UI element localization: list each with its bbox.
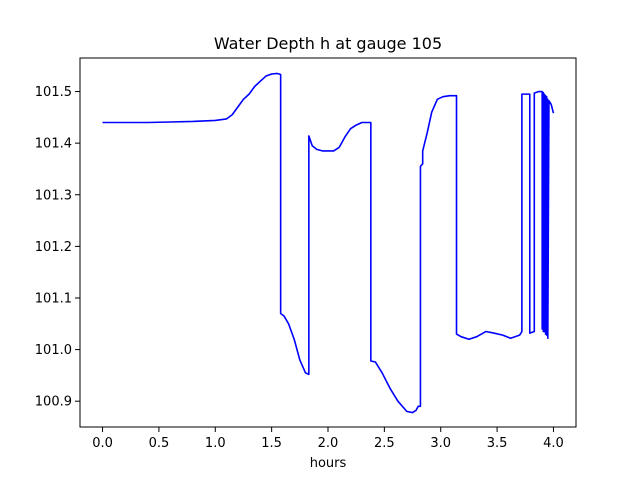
x-tick-label: 2.0 bbox=[318, 436, 339, 451]
y-tick-label: 101.2 bbox=[35, 240, 72, 255]
x-tick-label: 3.0 bbox=[430, 436, 451, 451]
x-tick-label: 2.5 bbox=[374, 436, 395, 451]
x-tick-label: 0.5 bbox=[149, 436, 170, 451]
x-tick-label: 1.5 bbox=[261, 436, 282, 451]
y-tick-label: 101.5 bbox=[35, 85, 72, 100]
y-tick-label: 100.9 bbox=[35, 395, 72, 410]
x-tick-label: 0.0 bbox=[92, 436, 113, 451]
x-tick-label: 4.0 bbox=[543, 436, 564, 451]
y-tick-label: 101.3 bbox=[35, 188, 72, 203]
y-tick-label: 101.0 bbox=[35, 343, 72, 358]
x-tick-label: 3.5 bbox=[487, 436, 508, 451]
x-tick-label: 1.0 bbox=[205, 436, 226, 451]
y-axis: 100.9 101.0 101.1 101.2 101.3 101.4 101.5 bbox=[35, 85, 80, 410]
chart-title: Water Depth h at gauge 105 bbox=[214, 34, 442, 53]
x-axis-label: hours bbox=[310, 456, 347, 471]
y-tick-label: 101.1 bbox=[35, 291, 72, 306]
plot-frame bbox=[79, 57, 577, 428]
x-axis: 0.0 0.5 1.0 1.5 2.0 2.5 3.0 3.5 4.0 bbox=[92, 427, 564, 451]
y-tick-label: 101.4 bbox=[35, 137, 72, 152]
series-line bbox=[102, 72, 555, 414]
plot-area bbox=[102, 72, 555, 414]
